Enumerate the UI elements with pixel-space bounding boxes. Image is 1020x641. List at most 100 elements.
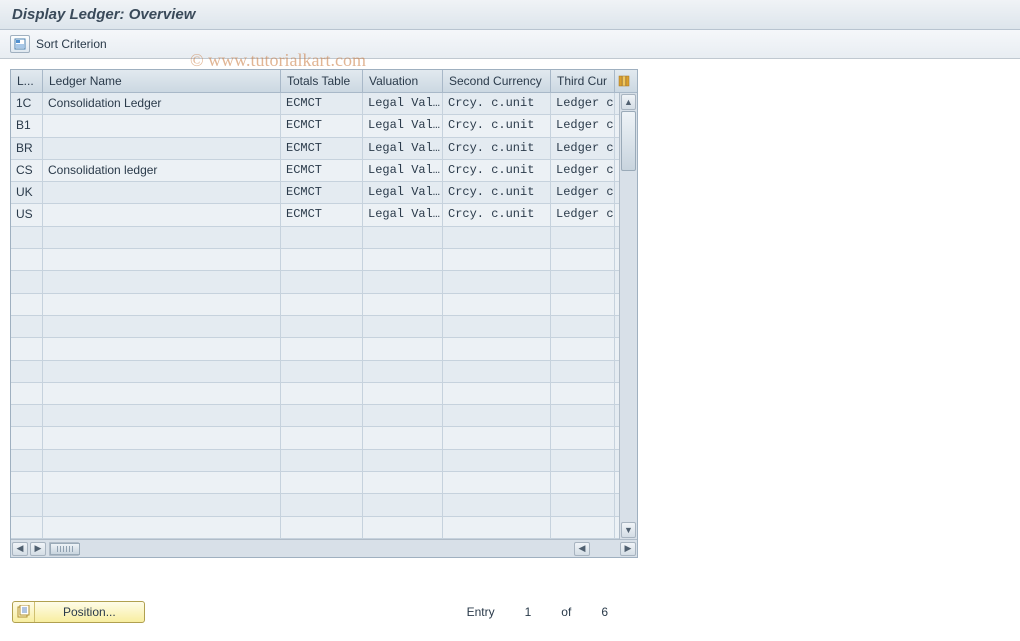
toolbar: Sort Criterion [0,30,1020,59]
col-header-totals[interactable]: Totals Table [281,70,363,92]
table-row [11,271,637,293]
cell-code [11,472,43,493]
col-header-third-ccy[interactable]: Third Cur [551,70,615,92]
table-row[interactable]: B1ECMCTLegal Val…Crcy. c.unitLedger c [11,115,637,137]
cell-name [43,204,281,225]
scroll-up-button[interactable]: ▲ [621,94,636,110]
hscroll-track-right[interactable] [591,542,619,556]
cell-code: UK [11,182,43,203]
cell-second_ccy [443,227,551,248]
col-header-code[interactable]: L... [11,70,43,92]
cell-code [11,294,43,315]
ledger-grid: L... Ledger Name Totals Table Valuation … [10,69,638,558]
position-button[interactable]: Position... [12,601,145,623]
entry-total: 6 [601,605,608,619]
cell-valuation [363,361,443,382]
cell-third_ccy [551,450,615,471]
cell-code [11,361,43,382]
vscroll-track[interactable] [620,111,637,521]
hscroll-thumb[interactable] [50,543,80,555]
cell-code: 1C [11,93,43,114]
cell-third_ccy: Ledger c [551,160,615,181]
scroll-left2-button[interactable]: ◀ [574,542,590,556]
cell-valuation [363,227,443,248]
cell-name [43,427,281,448]
table-row[interactable]: 1CConsolidation LedgerECMCTLegal Val…Crc… [11,93,637,115]
cell-code: US [11,204,43,225]
cell-valuation [363,405,443,426]
cell-totals [281,361,363,382]
vscroll-thumb[interactable] [621,111,636,171]
cell-totals [281,472,363,493]
table-row [11,472,637,494]
hscroll-track-left[interactable] [49,542,79,556]
cell-third_ccy: Ledger c [551,93,615,114]
col-header-valuation[interactable]: Valuation [363,70,443,92]
sort-criterion-label[interactable]: Sort Criterion [36,37,107,51]
table-row [11,405,637,427]
cell-code [11,249,43,270]
scroll-right-step-button[interactable]: ▶ [30,542,46,556]
cell-code [11,271,43,292]
cell-name [43,227,281,248]
cell-second_ccy [443,405,551,426]
cell-name [43,316,281,337]
cell-totals: ECMCT [281,93,363,114]
cell-second_ccy: Crcy. c.unit [443,160,551,181]
cell-valuation [363,517,443,538]
cell-name [43,249,281,270]
cell-second_ccy [443,517,551,538]
cell-third_ccy: Ledger c [551,138,615,159]
cell-valuation [363,271,443,292]
table-row[interactable]: USECMCTLegal Val…Crcy. c.unitLedger c [11,204,637,226]
table-row [11,427,637,449]
cell-name [43,383,281,404]
cell-third_ccy [551,294,615,315]
cell-code [11,450,43,471]
column-config-icon [618,75,630,87]
cell-code: CS [11,160,43,181]
entry-from: 1 [525,605,532,619]
table-row[interactable]: UKECMCTLegal Val…Crcy. c.unitLedger c [11,182,637,204]
cell-third_ccy [551,227,615,248]
table-row [11,316,637,338]
cell-name [43,338,281,359]
cell-third_ccy [551,271,615,292]
cell-valuation: Legal Val… [363,93,443,114]
sort-criterion-icon-button[interactable] [10,35,30,53]
table-row [11,227,637,249]
cell-second_ccy [443,361,551,382]
table-row[interactable]: BRECMCTLegal Val…Crcy. c.unitLedger c [11,138,637,160]
cell-totals [281,405,363,426]
cell-second_ccy: Crcy. c.unit [443,138,551,159]
grid-body: 1CConsolidation LedgerECMCTLegal Val…Crc… [11,93,637,539]
details-icon [14,38,26,50]
cell-name [43,182,281,203]
cell-totals: ECMCT [281,182,363,203]
cell-valuation: Legal Val… [363,182,443,203]
vertical-scrollbar[interactable]: ▲ ▼ [619,93,637,539]
col-header-second-ccy[interactable]: Second Currency [443,70,551,92]
column-config-button[interactable] [615,70,633,92]
cell-totals [281,227,363,248]
col-header-name[interactable]: Ledger Name [43,70,281,92]
cell-totals [281,294,363,315]
scroll-down-button[interactable]: ▼ [621,522,636,538]
scroll-left-button[interactable]: ◀ [12,542,28,556]
table-row [11,517,637,539]
scroll-right-button[interactable]: ▶ [620,542,636,556]
cell-second_ccy: Crcy. c.unit [443,93,551,114]
cell-valuation [363,427,443,448]
table-row [11,450,637,472]
table-row[interactable]: CSConsolidation ledgerECMCTLegal Val…Crc… [11,160,637,182]
cell-second_ccy [443,383,551,404]
cell-totals [281,427,363,448]
cell-second_ccy: Crcy. c.unit [443,115,551,136]
cell-code: B1 [11,115,43,136]
cell-valuation [363,249,443,270]
cell-totals [281,517,363,538]
footer: Position... Entry 1 of 6 [12,601,1008,623]
horizontal-scrollbar[interactable]: ◀ ▶ ◀ ▶ [11,539,637,557]
cell-name [43,138,281,159]
cell-second_ccy [443,338,551,359]
